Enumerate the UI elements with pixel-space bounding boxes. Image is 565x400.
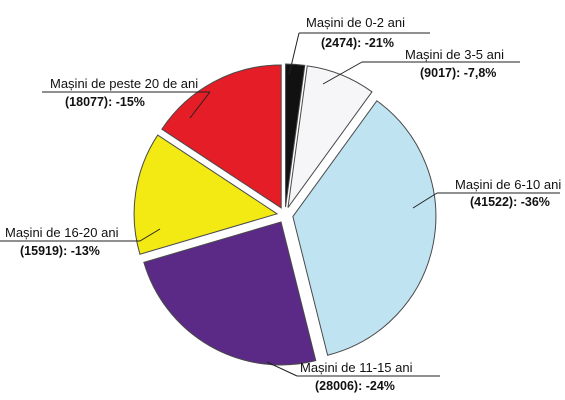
pie-slice-2 <box>287 65 373 208</box>
slice-value-3: (41522): -36% <box>470 195 550 209</box>
labels-layer: Mașini de 0-2 ani(2474): -21%Mașini de 3… <box>0 15 561 393</box>
slice-name-3: Mașini de 6-10 ani <box>455 177 561 192</box>
slice-value-6: (18077): -15% <box>65 95 145 109</box>
slice-label-4: Mașini de 11-15 ani (28006): -24% <box>266 360 440 393</box>
leader-line-6 <box>189 91 211 119</box>
leader-line-4 <box>266 361 298 377</box>
leader-line-5 <box>139 228 161 242</box>
leader-line-3 <box>412 192 438 209</box>
slice-value-5: (15919): -13% <box>20 244 100 258</box>
slice-name-1: Mașini de 0-2 ani <box>306 15 405 30</box>
pie-slice-3 <box>292 100 437 356</box>
slice-value-1: (2474): -21% <box>321 36 394 50</box>
slice-value-2: (9017): -7,8% <box>420 66 496 80</box>
slice-label-2: Mașini de 3-5 ani (9017): -7,8% <box>322 47 520 85</box>
pie-slice-1 <box>285 63 306 208</box>
slice-label-3: Mașini de 6-10 ani (41522): -36% <box>412 177 561 209</box>
leader-line-1 <box>288 32 300 76</box>
slice-label-5: Mașini de 16-20 ani (15919): -13% <box>0 225 161 258</box>
slice-name-5: Mașini de 16-20 ani <box>5 225 119 240</box>
pie-slice-5 <box>133 134 279 255</box>
slice-name-6: Mașini de peste 20 de ani <box>50 76 198 91</box>
slice-name-4: Mașini de 11-15 ani <box>300 360 413 375</box>
slice-label-6: Mașini de peste 20 de ani (18077): -15% <box>42 76 211 119</box>
pie-slice-6 <box>161 64 282 209</box>
pie-slice-4 <box>143 221 317 366</box>
slice-value-4: (28006): -24% <box>315 379 395 393</box>
leader-line-2 <box>322 61 363 85</box>
slice-label-1: Mașini de 0-2 ani (2474): -21% <box>288 15 430 76</box>
slice-name-2: Mașini de 3-5 ani <box>405 47 504 62</box>
slices-layer <box>133 63 437 366</box>
